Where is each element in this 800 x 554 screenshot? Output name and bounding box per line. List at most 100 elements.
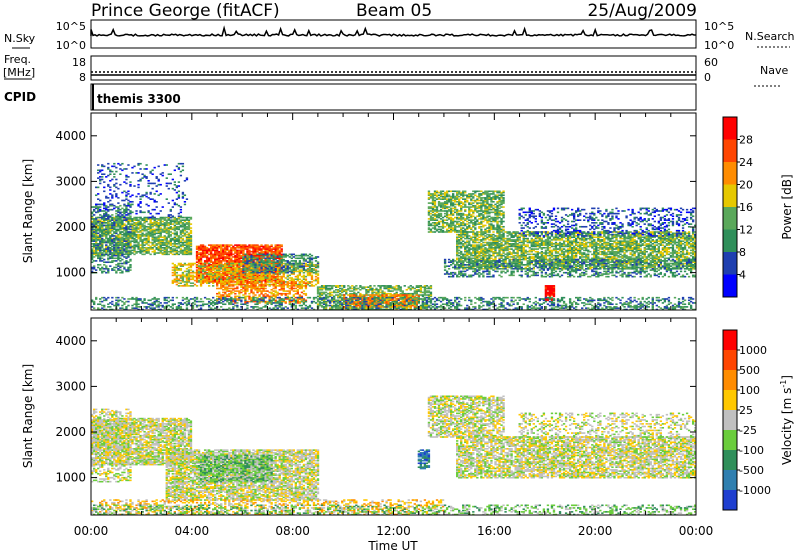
scatter-cell <box>383 285 385 287</box>
scatter-cell <box>268 246 270 248</box>
scatter-cell <box>262 257 264 259</box>
scatter-cell <box>260 267 262 269</box>
scatter-cell <box>281 267 283 269</box>
scatter-cell <box>180 263 182 265</box>
scatter-cell <box>99 217 101 219</box>
scatter-cell <box>139 210 141 212</box>
scatter-cell <box>162 175 164 177</box>
scatter-cell <box>105 242 107 244</box>
scatter-cell <box>176 192 178 194</box>
scatter-cell <box>137 217 139 219</box>
scatter-cell <box>262 277 264 279</box>
scatter-cell <box>97 225 99 227</box>
scatter-cell <box>166 164 168 166</box>
scatter-cell <box>117 238 119 240</box>
scatter-cell <box>125 168 127 170</box>
scatter-cell <box>125 256 127 258</box>
scatter-cell <box>125 205 127 207</box>
scatter-cell <box>194 284 196 286</box>
scatter-cell <box>101 238 103 240</box>
scatter-cell <box>139 201 141 203</box>
scatter-cell <box>236 277 238 279</box>
scatter-cell <box>103 210 105 212</box>
scatter-cell <box>111 222 113 224</box>
scatter-cell <box>192 271 194 273</box>
scatter-cell <box>240 260 242 262</box>
scatter-cell <box>135 217 137 219</box>
scatter-cell <box>252 269 254 271</box>
scatter-cell <box>379 292 381 294</box>
scatter-cell <box>295 281 297 283</box>
scatter-cell <box>258 261 260 263</box>
scatter-cell <box>236 275 238 277</box>
scatter-cell <box>178 282 180 284</box>
scatter-cell <box>275 299 277 301</box>
scatter-cell <box>97 243 99 245</box>
scatter-cell <box>268 292 270 294</box>
scatter-cell <box>121 221 123 223</box>
scatter-cell <box>228 281 230 283</box>
scatter-cell <box>226 294 228 296</box>
scatter-cell <box>315 264 317 266</box>
scatter-cell <box>174 169 176 171</box>
scatter-cell <box>210 277 212 279</box>
scatter-cell <box>172 227 174 229</box>
scatter-cell <box>244 281 246 283</box>
scatter-cell <box>232 256 234 258</box>
scatter-cell <box>325 294 327 296</box>
scatter-cell <box>113 205 115 207</box>
scatter-cell <box>194 272 196 274</box>
scatter-cell <box>240 275 242 277</box>
scatter-cell <box>164 217 166 219</box>
scatter-cell <box>204 269 206 271</box>
scatter-cell <box>180 268 182 270</box>
scatter-cell <box>123 200 125 202</box>
scatter-cell <box>147 231 149 233</box>
scatter-cell <box>210 244 212 246</box>
freq-unit: [MHz] <box>3 66 35 79</box>
scatter-cell <box>339 288 341 290</box>
scatter-cell <box>367 289 369 291</box>
scatter-cell <box>289 280 291 282</box>
scatter-cell <box>186 264 188 266</box>
scatter-cell <box>93 239 95 241</box>
scatter-cell <box>297 275 299 277</box>
scatter-cell <box>212 244 214 246</box>
scatter-cell <box>93 256 95 258</box>
scatter-cell <box>145 226 147 228</box>
scatter-cell <box>143 225 145 227</box>
scatter-cell <box>127 209 129 211</box>
scatter-cell <box>137 163 139 165</box>
scatter-cell <box>168 202 170 204</box>
scatter-cell <box>190 282 192 284</box>
scatter-cell <box>270 248 272 250</box>
scatter-cell <box>289 288 291 290</box>
scatter-cell <box>174 181 176 183</box>
scatter-cell <box>196 251 198 253</box>
scatter-cell <box>206 263 208 265</box>
scatter-cell <box>412 286 414 288</box>
scatter-cell <box>250 255 252 257</box>
scatter-cell <box>174 184 176 186</box>
scatter-cell <box>248 256 250 258</box>
scatter-cell <box>204 260 206 262</box>
scatter-cell <box>103 239 105 241</box>
scatter-cell <box>123 256 125 258</box>
scatter-cell <box>186 231 188 233</box>
scatter-cell <box>204 263 206 265</box>
scatter-cell <box>287 293 289 295</box>
scatter-cell <box>279 269 281 271</box>
scatter-cell <box>149 246 151 248</box>
scatter-cell <box>123 244 125 246</box>
scatter-cell <box>299 294 301 296</box>
scatter-cell <box>254 276 256 278</box>
scatter-cell <box>287 255 289 257</box>
scatter-cell <box>331 285 333 287</box>
scatter-cell <box>266 277 268 279</box>
scatter-cell <box>301 265 303 267</box>
scatter-cell <box>93 265 95 267</box>
scatter-cell <box>188 269 190 271</box>
scatter-cell <box>387 293 389 295</box>
scatter-cell <box>101 210 103 212</box>
scatter-cell <box>262 271 264 273</box>
